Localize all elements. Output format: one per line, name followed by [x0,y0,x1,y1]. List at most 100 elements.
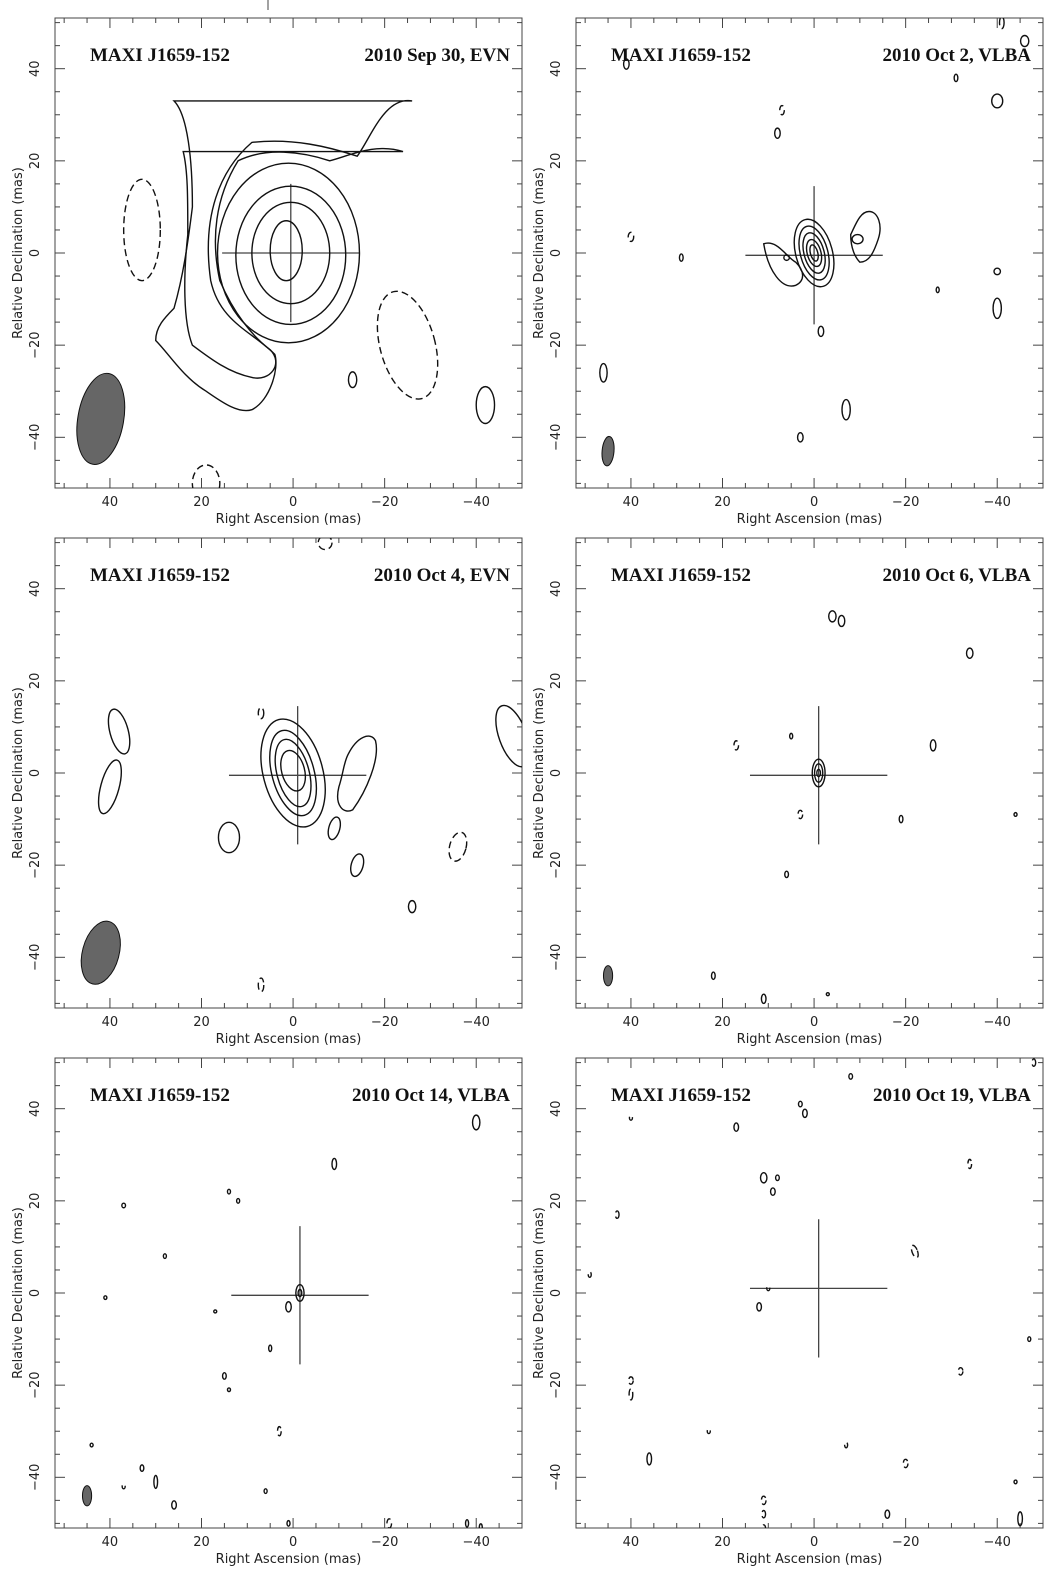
contour-line [475,385,496,425]
contour-line [217,821,241,854]
contour-layer [81,1114,483,1528]
y-axis-label: Relative Declination (mas) [532,687,547,859]
y-tick-label: −20 [549,1371,564,1398]
contour-line [337,735,378,812]
contour-line [828,610,837,623]
x-axis-label: Right Ascension (mas) [216,1552,362,1567]
plot-frame [54,1057,523,1529]
y-tick-label: −40 [28,1464,43,1491]
contour-line [139,1464,145,1473]
y-axis-label: Relative Declination (mas) [532,167,547,339]
y-tick-label: −20 [28,851,43,878]
y-tick-label: −40 [549,944,564,971]
contour-line [788,732,794,740]
map-panel-oct14: 40 40 20 20 0 0 −20 −20 −40 −40 Right Ascension (m… [11,1057,523,1567]
contour-line [992,297,1003,320]
contour-line [226,1387,232,1393]
x-axis-label: Right Ascension (mas) [216,512,362,527]
negative-contour [797,809,804,820]
beam-ellipse [81,1485,93,1507]
negative-contour [761,1524,767,1528]
contour-line [797,1100,803,1108]
negative-contour [706,1428,711,1435]
y-tick-label: 20 [28,1193,43,1210]
y-axis-label: Relative Declination (mas) [11,167,26,339]
contour-line [733,1122,740,1132]
x-tick-label: −20 [371,1535,398,1550]
plot-frame [575,17,1044,489]
epoch-label: 2010 Oct 6, VLBA [883,565,1032,586]
contour-line [813,763,824,783]
contour-line [471,1114,481,1131]
contour-line [991,93,1004,109]
contour-line [182,147,404,379]
x-tick-label: 20 [714,495,731,510]
y-tick-label: −20 [549,851,564,878]
negative-contour [257,977,265,993]
y-tick-label: −20 [549,331,564,358]
contour-layer [599,18,1030,467]
x-tick-label: 0 [810,495,818,510]
source-name: MAXI J1659-152 [611,45,751,66]
x-tick-label: −40 [462,495,489,510]
negative-contour [733,740,740,751]
contour-line [347,371,358,389]
map-panel-oct2: 40 40 20 20 0 0 −20 −20 −40 −40 Right Ascension (m… [532,17,1044,527]
x-tick-label: 0 [810,1535,818,1550]
negative-contour [998,18,1005,30]
x-tick-label: 0 [289,1535,297,1550]
contour-line [802,232,826,274]
x-tick-label: −40 [983,1015,1010,1030]
contour-line [762,242,804,287]
plot-frame [54,537,523,1009]
x-axis-label: Right Ascension (mas) [737,1552,883,1567]
x-tick-label: 20 [193,1015,210,1030]
contour-line [929,739,937,752]
map-panel-oct19: 40 40 20 20 0 0 −20 −20 −40 −40 Right Ascension (m… [532,1057,1044,1567]
negative-contour [761,1509,767,1519]
x-tick-label: 40 [623,1015,640,1030]
x-tick-label: −40 [462,1015,489,1030]
contour-line [269,729,318,817]
contour-line [811,758,826,788]
contour-line [793,218,835,288]
contour-line [710,971,716,981]
contour-line [1027,1336,1032,1343]
x-tick-label: 20 [714,1535,731,1550]
negative-contour [627,231,635,243]
x-tick-label: 40 [623,1535,640,1550]
contour-line [1017,1511,1024,1527]
negative-contour [376,290,439,400]
beam-ellipse [601,435,615,467]
epoch-label: 2010 Oct 19, VLBA [873,1085,1031,1106]
negative-contour [122,178,162,282]
contour-line [407,899,417,914]
x-tick-label: −20 [892,1535,919,1550]
contour-line [331,1157,338,1171]
epoch-label: 2010 Oct 4, EVN [374,565,510,586]
contour-line [784,870,790,879]
y-tick-label: 40 [549,60,564,77]
beam-ellipse [80,920,121,985]
contour-line [280,749,307,792]
negative-contour [967,1158,973,1170]
x-tick-label: 40 [102,1015,119,1030]
contour-line [295,1284,305,1302]
map-panel-oct4: 40 40 20 20 0 0 −20 −20 −40 −40 Right Ascension (m… [11,537,523,1047]
contour-line [495,704,522,768]
contour-line [756,1301,763,1312]
contour-line [269,220,303,282]
y-tick-label: 40 [28,580,43,597]
epoch-label: 2010 Oct 14, VLBA [352,1085,510,1106]
y-tick-label: −40 [28,944,43,971]
y-axis-label: Relative Declination (mas) [11,1207,26,1379]
negative-contour [843,1441,849,1449]
contour-line [825,991,831,997]
x-axis-label: Right Ascension (mas) [216,1032,362,1047]
contour-layer [76,100,496,488]
contour-line [935,286,940,294]
plot-frame [575,1057,1044,1529]
contour-line [216,162,361,344]
map-panel-sep30: 40 40 20 20 0 0 −20 −20 −40 −40 Right Ascension (m… [11,17,523,527]
negative-contour [902,1458,909,1469]
